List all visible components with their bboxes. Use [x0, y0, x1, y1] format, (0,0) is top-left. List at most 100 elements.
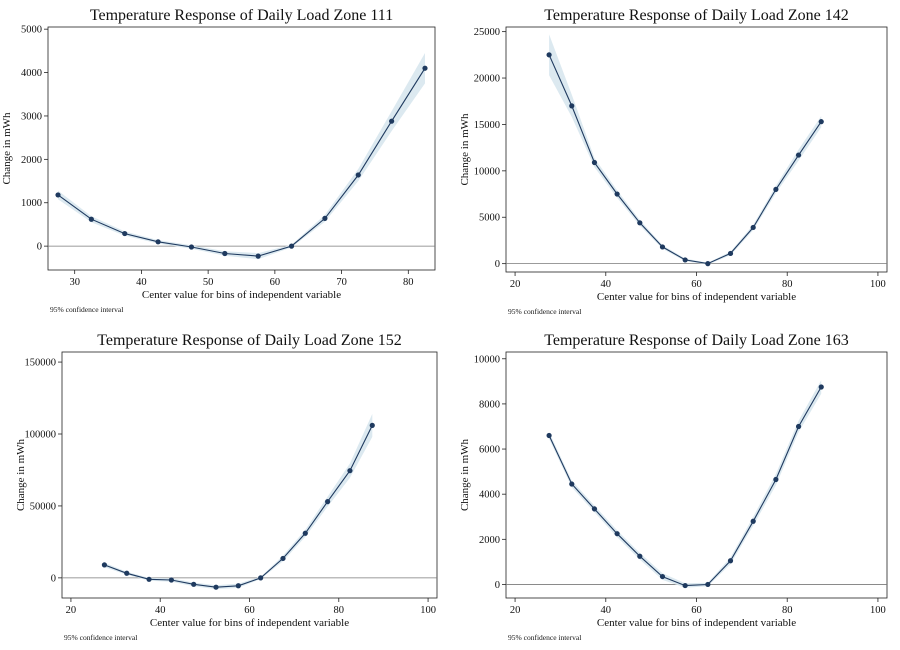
- y-tick-label: 3000: [21, 111, 42, 122]
- data-point: [255, 253, 261, 259]
- y-tick-label: 10000: [474, 354, 500, 365]
- x-tick-label: 80: [334, 605, 345, 616]
- y-tick-label: 0: [51, 573, 56, 584]
- data-point: [191, 581, 197, 587]
- data-point: [288, 243, 295, 249]
- x-tick-label: 70: [336, 277, 347, 288]
- x-axis-title: Center value for bins of independent var…: [142, 289, 341, 301]
- chart-panel-1: Temperature Response of Daily Load Zone …: [1, 7, 436, 314]
- x-tick-label: 100: [870, 279, 886, 290]
- plot-frame: [505, 351, 888, 599]
- data-point: [682, 257, 688, 263]
- data-point: [322, 215, 328, 221]
- series-line: [548, 54, 822, 265]
- chart-panel-4: Temperature Response of Daily Load Zone …: [459, 332, 888, 642]
- data-point: [750, 224, 756, 231]
- y-tick-label: 2000: [21, 155, 42, 166]
- x-tick-label: 50: [203, 277, 214, 288]
- data-point: [773, 476, 779, 483]
- data-point: [302, 530, 308, 536]
- data-point: [369, 422, 375, 428]
- confidence-band: [549, 34, 822, 265]
- data-point: [614, 531, 620, 537]
- data-point: [124, 570, 130, 576]
- series-line: [57, 67, 426, 257]
- data-point: [773, 186, 779, 193]
- x-axis-title: Center value for bins of independent var…: [597, 617, 796, 629]
- confidence-note: 95% confidence interval: [508, 307, 581, 316]
- confidence-band: [104, 413, 373, 590]
- data-point: [637, 553, 643, 559]
- series-line: [548, 386, 822, 587]
- x-tick-label: 40: [601, 605, 612, 616]
- x-tick-label: 60: [270, 277, 281, 288]
- data-point: [280, 555, 286, 562]
- data-point: [213, 584, 219, 590]
- x-axis-title: Center value for bins of independent var…: [597, 291, 796, 303]
- confidence-band: [549, 380, 822, 588]
- x-tick-label: 80: [782, 605, 793, 616]
- x-tick-label: 80: [403, 277, 414, 288]
- data-point: [188, 244, 195, 250]
- plot-frame: [505, 26, 888, 273]
- y-axis-title: Change in mWh: [15, 438, 27, 511]
- data-point: [727, 250, 734, 257]
- data-point: [705, 261, 711, 267]
- data-point: [347, 468, 353, 474]
- plot-frame: [47, 26, 436, 271]
- x-tick-label: 40: [155, 605, 166, 616]
- data-point: [705, 581, 711, 588]
- data-point: [101, 562, 108, 568]
- y-tick-label: 20000: [474, 74, 500, 85]
- chart-title: Temperature Response of Daily Load Zone …: [97, 332, 402, 349]
- x-tick-label: 80: [782, 279, 793, 290]
- data-point: [222, 250, 228, 257]
- y-tick-label: 8000: [479, 399, 500, 410]
- data-point: [750, 518, 756, 524]
- data-point: [546, 432, 552, 439]
- data-point: [614, 191, 620, 197]
- data-point: [818, 119, 824, 125]
- y-tick-label: 50000: [30, 501, 56, 512]
- y-tick-label: 0: [495, 259, 500, 270]
- y-tick-label: 2000: [479, 535, 500, 546]
- data-point: [569, 103, 575, 109]
- data-point: [122, 230, 128, 237]
- y-tick-label: 15000: [474, 120, 500, 131]
- chart-panel-3: Temperature Response of Daily Load Zone …: [15, 332, 438, 642]
- data-point: [659, 573, 666, 580]
- y-tick-label: 1000: [21, 198, 42, 209]
- data-point: [591, 159, 598, 166]
- confidence-note: 95% confidence interval: [508, 633, 581, 642]
- y-tick-label: 10000: [474, 166, 500, 177]
- chart-title: Temperature Response of Daily Load Zone …: [544, 332, 849, 349]
- y-tick-label: 150000: [25, 358, 57, 369]
- x-tick-label: 100: [420, 605, 436, 616]
- y-tick-label: 5000: [21, 25, 42, 36]
- x-tick-label: 20: [66, 605, 77, 616]
- data-point: [88, 216, 94, 222]
- y-tick-label: 0: [495, 580, 500, 591]
- data-point: [569, 481, 575, 487]
- y-tick-label: 5000: [479, 213, 500, 224]
- data-point: [591, 506, 598, 512]
- y-tick-label: 25000: [474, 27, 500, 38]
- x-tick-label: 60: [691, 279, 702, 290]
- x-tick-label: 60: [244, 605, 255, 616]
- data-point: [795, 152, 802, 158]
- confidence-note: 95% confidence interval: [64, 633, 137, 642]
- data-point: [422, 65, 428, 71]
- y-axis-title: Change in mWh: [459, 438, 471, 511]
- y-axis-title: Change in mWh: [1, 112, 13, 185]
- y-tick-label: 6000: [479, 445, 500, 456]
- data-point: [659, 244, 666, 250]
- data-point: [682, 582, 688, 589]
- chart-panel-2: Temperature Response of Daily Load Zone …: [459, 7, 888, 316]
- data-point: [355, 172, 361, 178]
- data-point: [818, 384, 824, 390]
- x-tick-label: 40: [601, 279, 612, 290]
- x-tick-label: 40: [136, 277, 147, 288]
- chart-title: Temperature Response of Daily Load Zone …: [544, 7, 849, 24]
- data-point: [546, 52, 552, 58]
- data-point: [155, 239, 161, 245]
